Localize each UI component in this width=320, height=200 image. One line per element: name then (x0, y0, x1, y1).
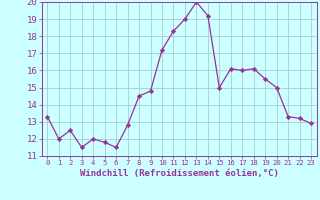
X-axis label: Windchill (Refroidissement éolien,°C): Windchill (Refroidissement éolien,°C) (80, 169, 279, 178)
